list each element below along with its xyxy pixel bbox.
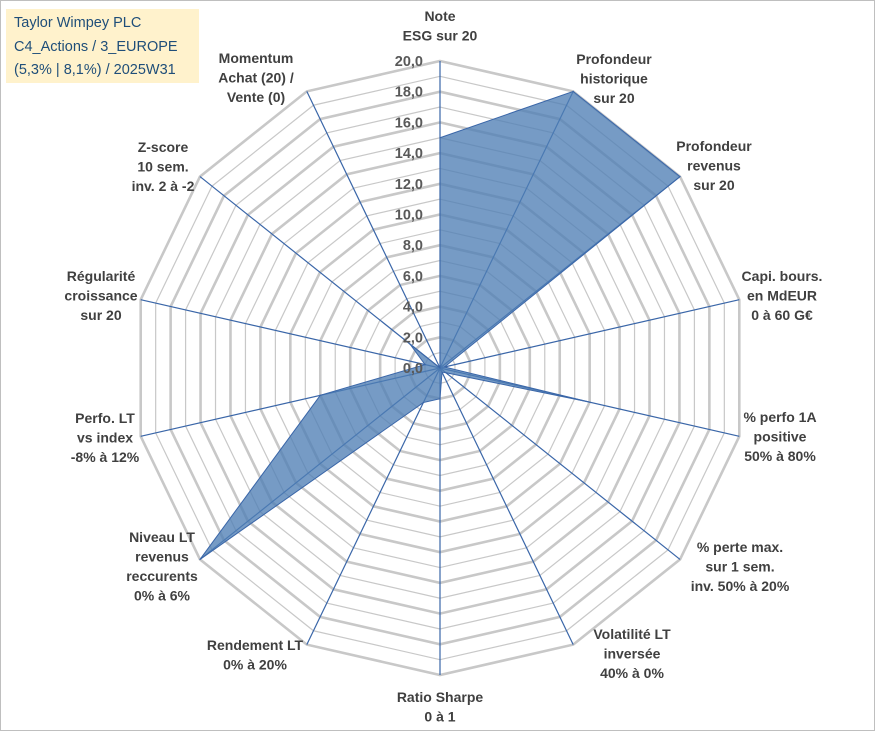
series-point [445,372,447,374]
tick-label: 20,0 [395,54,423,70]
title-company: Taylor Wimpey PLC [14,15,142,31]
spoke [439,367,574,645]
tick-label: 10,0 [395,208,423,224]
tick-label: 16,0 [395,115,423,131]
category-label: Niveau LT revenus reccurents 0% à 6% [126,529,198,604]
tick-label: 14,0 [395,146,423,162]
category-label: % perfo 1A positive 50% à 80% [743,409,816,464]
series-point [409,343,411,345]
series-point [439,398,441,400]
series-point [679,175,681,178]
spoke [140,299,441,369]
tick-label: 6,0 [403,269,423,285]
radar-category-labels: Note ESG sur 20 Profondeur historique sur 20… [64,8,822,725]
category-label: Note ESG sur 20 [403,8,478,44]
category-label: Rendement LT 0% à 20% [207,637,304,673]
category-label: % perte max. sur 1 sem. inv. 50% à 20% [691,539,790,594]
series-point [199,558,201,561]
spoke [439,299,740,369]
category-label: Profondeur revenus sur 20 [676,138,752,193]
category-label: Ratio Sharpe 0 à 1 [397,689,484,725]
series-point [439,137,441,139]
category-label: Z-score 10 sem. inv. 2 à -2 [132,139,195,194]
category-label: Momentum Achat (20) / Vente (0) [218,50,294,105]
category-label: Capi. bours. en MdEUR 0 à 60 G€ [742,268,823,323]
title-category: C4_Actions / 3_EUROPE [14,39,178,55]
title-box: Taylor Wimpey PLC C4_Actions / 3_EUROPE … [6,9,199,83]
series-point [439,367,441,369]
series-point [422,401,424,404]
tick-label: 8,0 [403,238,423,254]
spoke [306,91,441,369]
radar-tick-labels: 0,0 2,0 4,0 6,0 8,0 10,0 12,0 14,0 16,0 18,0 20,0 [395,54,423,377]
series-point [572,90,574,92]
series-point [441,371,443,373]
radar-series [199,90,681,561]
series-point [319,394,321,396]
title-period: (5,3% | 8,1%) / 2025W31 [14,62,176,78]
tick-label: 2,0 [403,330,423,346]
tick-label: 18,0 [395,85,423,101]
category-label: Régularité croissance sur 20 [64,268,137,323]
tick-label: 12,0 [395,177,423,193]
tick-label: 0,0 [403,361,423,377]
series-point [443,366,446,368]
category-label: Profondeur historique sur 20 [576,51,652,106]
category-label: Perfo. LT vs index -8% à 12% [71,410,140,465]
series-point [424,363,426,366]
category-label: Volatilité LT inversée 40% à 0% [593,626,671,681]
spoke [306,367,441,645]
tick-label: 4,0 [403,300,423,316]
spoke [439,367,681,560]
series-point [589,401,591,403]
spoke [199,176,441,369]
